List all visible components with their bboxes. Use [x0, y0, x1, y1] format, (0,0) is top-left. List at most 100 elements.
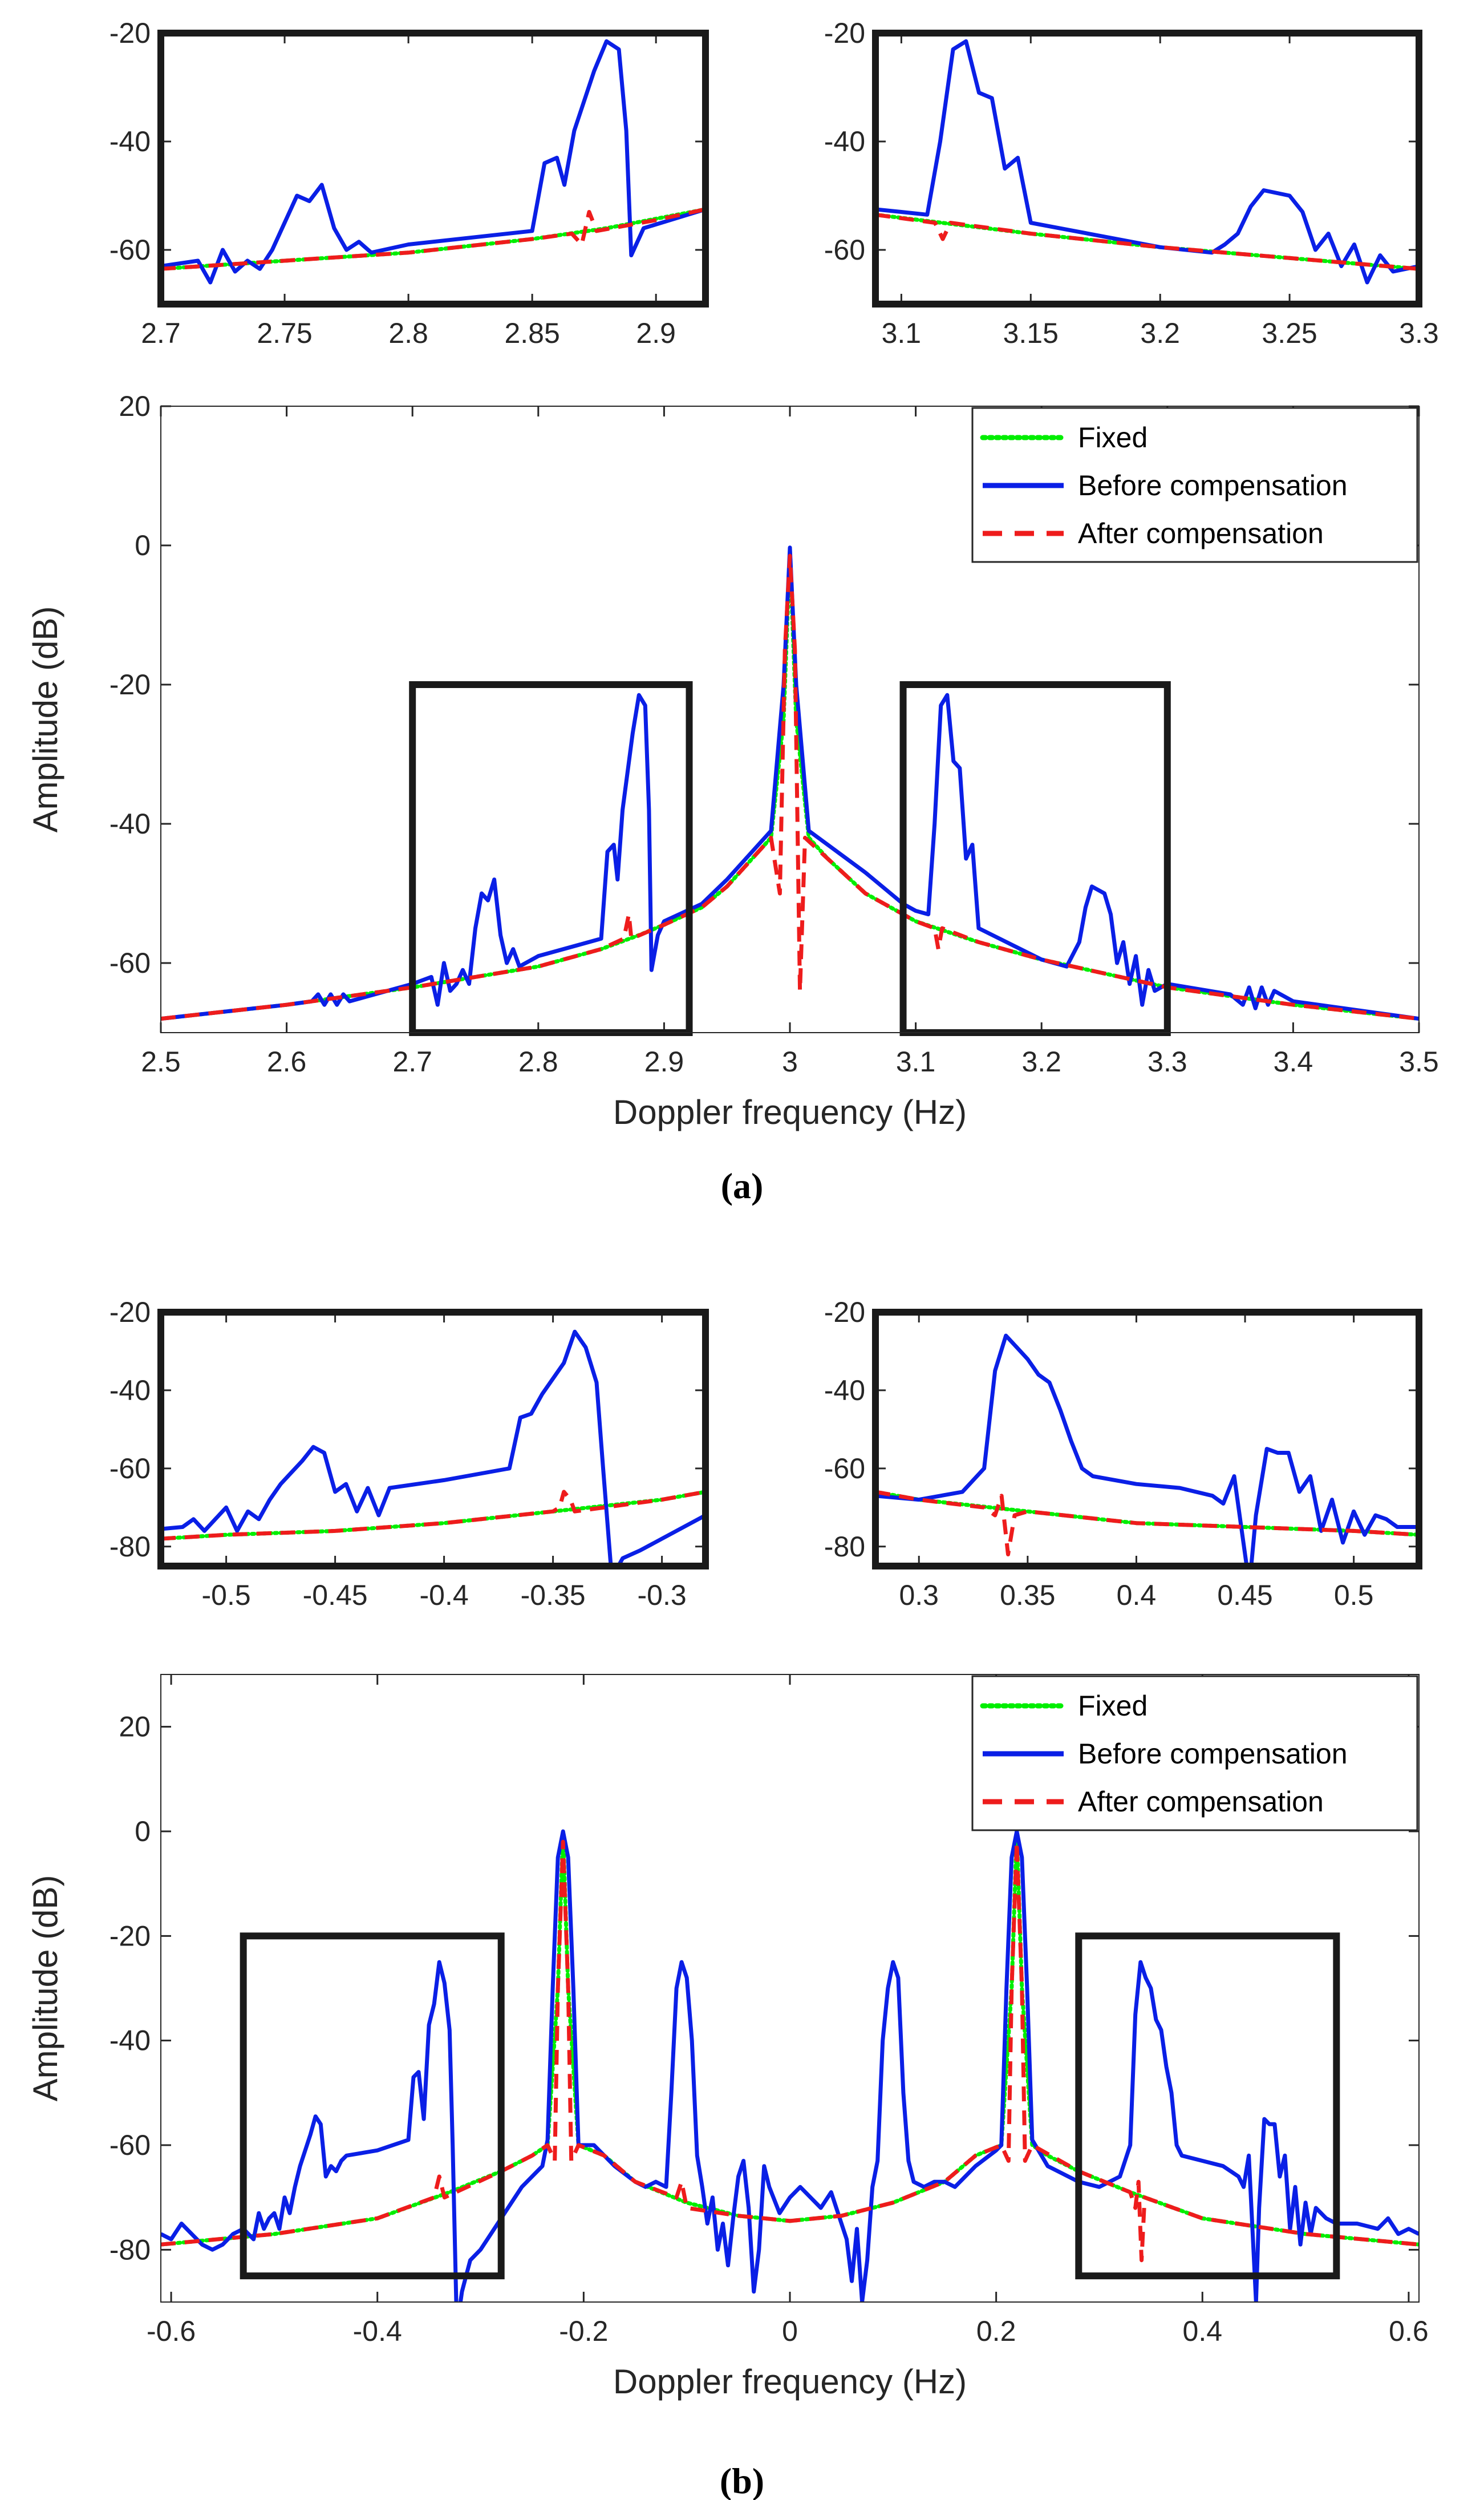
y-tick-label: -40 [110, 126, 151, 157]
series-line-before-compensation [875, 1333, 1419, 1566]
legend-label: After compensation [1078, 1786, 1324, 1818]
series-group [161, 545, 1419, 1021]
axes-frame [160, 406, 1420, 1033]
x-tick-label: 2.75 [257, 317, 312, 349]
y-tick-label: -20 [110, 17, 151, 49]
x-tick-label: 0 [782, 2315, 798, 2347]
y-tick-label: -20 [110, 1920, 151, 1952]
x-tick-label: 0.2 [976, 2315, 1016, 2347]
legend: Fixed Before compensation After compensati… [971, 1675, 1418, 1831]
x-axis-label: Doppler frequency (Hz) [613, 2363, 967, 2401]
caption-b: (b) [720, 2461, 764, 2500]
plot-area [161, 33, 705, 304]
y-tick-label: -20 [110, 669, 151, 701]
x-tick-label: -0.3 [638, 1579, 687, 1611]
y-tick-label: -60 [110, 947, 151, 979]
x-tick-label: 2.8 [388, 317, 428, 349]
y-tick-label: -20 [824, 1296, 865, 1328]
y-tick-label: -20 [110, 1296, 151, 1328]
axes-frame [872, 30, 1422, 308]
panel-b-main-chart: -0.6 -0.4 -0.2 0 0.2 0.4 0.6 20 0 -20 -40 -60 -80 Dop… [26, 1674, 1429, 2401]
series-group [161, 39, 705, 285]
x-tick-label: 2.5 [141, 1046, 181, 1078]
legend: Fixed Before compensation After compensati… [971, 407, 1418, 563]
panel-a-main-chart: 2.5 2.6 2.7 2.8 2.9 3 3.1 3.2 3.3 3.4 3.5 20 0 -20 -40… [26, 390, 1439, 1131]
x-tick-label: -0.6 [147, 2315, 196, 2347]
y-tick-label: 0 [135, 529, 151, 561]
x-tick-label: 0.5 [1334, 1579, 1374, 1611]
x-tick-label: 3.3 [1399, 317, 1439, 349]
x-tick-label: -0.5 [202, 1579, 251, 1611]
x-tick-label: -0.2 [559, 2315, 608, 2347]
y-tick-label: -40 [824, 1374, 865, 1406]
y-axis-label: Amplitude (dB) [26, 606, 64, 833]
x-tick-label: 3.5 [1399, 1046, 1439, 1078]
series-line-before-compensation [161, 1829, 1419, 2302]
x-tick-label: -0.4 [353, 2315, 402, 2347]
y-tick-label: -60 [110, 2129, 151, 2161]
axes-frame [157, 1309, 709, 1569]
x-tick-label: 0.45 [1217, 1579, 1272, 1611]
axes-frame [872, 1309, 1422, 1569]
legend-label: Fixed [1078, 422, 1148, 454]
x-tick-label: -0.4 [420, 1579, 469, 1611]
series-line-after-compensation [875, 212, 1419, 271]
series-group [161, 1329, 705, 1566]
x-tick-label: 0.35 [1000, 1579, 1055, 1611]
x-tick-label: 0.4 [1183, 2315, 1223, 2347]
series-line-before-compensation [161, 545, 1419, 1021]
x-tick-label: 2.85 [504, 317, 559, 349]
plot-area [875, 33, 1419, 304]
x-tick-label: 0.4 [1117, 1579, 1157, 1611]
axes-frame [157, 30, 709, 308]
y-axis-label: Amplitude (dB) [26, 1875, 64, 2102]
y-tick-label: 20 [119, 390, 151, 422]
x-tick-label: 3.3 [1148, 1046, 1187, 1078]
series-line-after-compensation [161, 553, 1419, 1021]
axes-frame [160, 1674, 1420, 2303]
x-tick-label: 3 [782, 1046, 798, 1078]
legend-label: Before compensation [1078, 470, 1348, 501]
y-tick-label: -60 [110, 1453, 151, 1484]
zoom-region-box [1075, 1932, 1340, 2280]
x-tick-label: 0.3 [899, 1579, 939, 1611]
series-line-after-compensation [161, 1490, 705, 1541]
x-tick-label: 3.2 [1140, 317, 1180, 349]
series-group [875, 1333, 1419, 1566]
y-tick-label: -60 [824, 1453, 865, 1484]
panel-a-zoom-right: 3.1 3.15 3.2 3.25 3.3 -20 -40 -60 [824, 17, 1439, 349]
zoom-region-box [240, 1932, 505, 2280]
series-group [161, 1829, 1419, 2302]
legend-label: Before compensation [1078, 1738, 1348, 1770]
legend-label: Fixed [1078, 1690, 1148, 1722]
x-tick-label: 2.8 [518, 1046, 558, 1078]
x-tick-label: -0.35 [521, 1579, 586, 1611]
y-tick-label: -80 [110, 1531, 151, 1563]
x-tick-label: 2.6 [267, 1046, 307, 1078]
y-tick-label: -40 [110, 808, 151, 840]
x-axis-label: Doppler frequency (Hz) [613, 1093, 967, 1131]
y-tick-label: -80 [110, 2234, 151, 2266]
x-tick-label: 2.9 [644, 1046, 684, 1078]
series-line-after-compensation [875, 1490, 1419, 1556]
series-line-after-compensation [161, 1839, 1419, 2263]
x-tick-label: 3.2 [1021, 1046, 1061, 1078]
y-tick-label: -60 [110, 234, 151, 266]
plot-area [161, 1312, 705, 1566]
series-group [875, 39, 1419, 285]
x-tick-label: 2.7 [392, 1046, 432, 1078]
series-line-after-compensation [161, 207, 705, 271]
y-tick-label: -80 [824, 1531, 865, 1563]
y-tick-label: -40 [110, 1374, 151, 1406]
panel-b-zoom-right: 0.3 0.35 0.4 0.45 0.5 -20 -40 -60 -80 [824, 1296, 1422, 1611]
panel-a-zoom-left: 2.7 2.75 2.8 2.85 2.9 -20 -40 -60 [110, 17, 709, 349]
x-tick-label: 3.25 [1262, 317, 1317, 349]
y-tick-label: -20 [824, 17, 865, 49]
x-tick-label: -0.45 [303, 1579, 368, 1611]
x-tick-label: 3.4 [1274, 1046, 1313, 1078]
x-tick-label: 2.9 [636, 317, 676, 349]
series-line-before-compensation [161, 1329, 705, 1566]
y-tick-label: -60 [824, 234, 865, 266]
x-tick-label: 3.1 [882, 317, 922, 349]
